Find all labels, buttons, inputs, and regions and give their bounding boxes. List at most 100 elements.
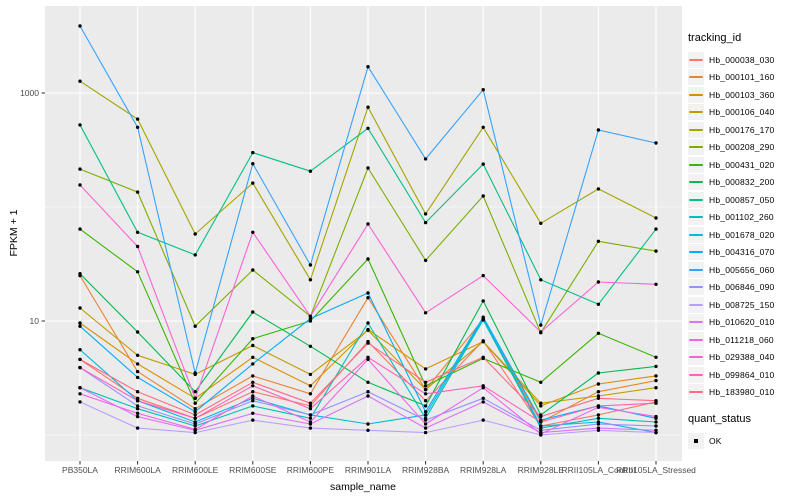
legend-key [688,384,704,401]
data-point [366,126,370,130]
legend-item: Hb_000038_030 [688,51,800,69]
legend-item-ok: OK [688,432,800,450]
data-point [366,257,370,261]
data-point [366,65,370,69]
legend-item: Hb_000103_360 [688,86,800,104]
data-point [423,404,428,408]
x-tick-label: RRIM600SE [229,465,277,475]
data-point [135,244,140,249]
legend-label: Hb_029388_040 [709,352,775,363]
data-point [366,222,370,226]
data-point [135,390,140,394]
legend-quant-status: quant_status OK [688,413,800,450]
data-point [78,227,82,231]
legend-key [688,331,704,348]
legend-label: Hb_000103_360 [709,89,775,100]
data-point [539,380,543,384]
data-point [78,386,82,390]
data-point [78,24,82,28]
data-point [539,323,543,327]
legend-label: Hb_004316_070 [709,247,775,258]
legend-label: Hb_000038_030 [709,54,775,65]
data-point [423,367,428,371]
x-tick-label: RRIM928LE [518,465,565,475]
legend-key [688,139,704,156]
data-point [654,227,658,231]
legend-key [688,191,704,208]
x-tick-label: RRIM928LA [460,465,507,475]
data-point [539,401,543,405]
data-point [423,410,428,414]
data-point [135,369,140,374]
data-point [251,150,255,155]
data-point [78,272,82,276]
legend-key [688,51,704,68]
legend-label: Hb_000176_170 [709,124,775,135]
data-point [654,428,658,432]
data-point [654,401,658,405]
data-point [596,422,601,426]
data-point [135,353,140,357]
legend-items: Hb_000038_030 Hb_000101_160 Hb_000103_360 H… [688,51,800,401]
data-point [308,401,313,405]
x-tick-label: RRIM600LE [172,465,219,475]
data-point [308,344,313,348]
data-point [193,413,197,417]
data-point [308,426,313,430]
legend-item: Hb_000101_160 [688,69,800,87]
data-point [366,380,370,384]
data-point [135,414,140,419]
data-point [481,418,485,422]
data-point [366,105,370,109]
data-point [135,411,140,415]
data-point [308,413,313,417]
legend-label-ok: OK [709,435,722,446]
legend-line-swatch [689,391,703,394]
data-point [596,413,601,417]
data-point [251,404,255,408]
x-tick-label: RRII105LA_Stressed [616,465,696,475]
data-point [654,364,658,369]
x-tick-label: RRIM928BA [402,465,450,475]
legend-item: Hb_099864_010 [688,366,800,384]
legend-key [688,174,704,191]
legend-line-swatch [689,216,703,219]
legend-label: Hb_001678_020 [709,229,775,240]
legend-line-swatch [689,93,703,96]
data-point [193,422,197,426]
data-point [78,79,82,83]
data-point [251,411,255,415]
legend-label: Hb_099864_010 [709,369,775,380]
data-point [423,387,428,392]
legend-label: Hb_010620_010 [709,317,775,328]
data-point [654,355,658,359]
data-point [481,355,485,359]
data-point [481,273,485,278]
data-point [135,407,140,411]
legend-item: Hb_000106_040 [688,104,800,122]
legend-key [688,279,704,296]
data-point [654,282,658,286]
data-point [193,390,197,394]
data-point [481,125,485,129]
legend-line-swatch [689,338,703,341]
data-point [481,88,485,92]
data-point [596,280,601,284]
data-point [135,230,140,234]
data-point [251,390,255,394]
data-point [596,128,601,132]
data-point [251,380,255,384]
data-point [193,371,197,375]
legend-item: Hb_001102_260 [688,209,800,227]
data-point [654,216,658,220]
data-point [481,384,485,388]
y-tick-label: 1000 [20,88,39,98]
data-point [423,157,428,161]
data-point [596,396,601,400]
data-point [251,268,255,272]
legend-label: Hb_005656_060 [709,264,775,275]
legend-line-swatch [689,76,703,79]
legend-item: Hb_000208_290 [688,139,800,157]
legend-label: Hb_000101_160 [709,72,775,83]
